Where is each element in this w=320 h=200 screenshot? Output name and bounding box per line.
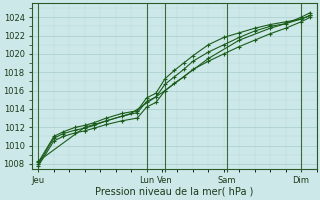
- X-axis label: Pression niveau de la mer( hPa ): Pression niveau de la mer( hPa ): [95, 187, 253, 197]
